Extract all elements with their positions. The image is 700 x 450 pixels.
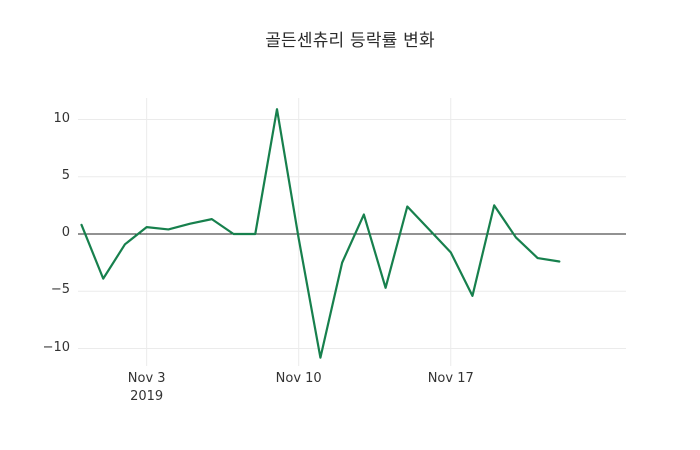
chart-title: 골든센츄리 등락률 변화: [265, 31, 435, 51]
series-polyline: [80, 108, 561, 359]
x-axis-tick-label: Nov 17: [391, 371, 511, 386]
x-axis-tick-year-label: 2019: [130, 389, 164, 404]
x-axis-tick-label-text: Nov 10: [275, 371, 322, 386]
y-axis-tick-label: −5: [50, 282, 70, 298]
y-axis-tick-label: −10: [42, 339, 70, 355]
data-series-line: [80, 108, 561, 359]
y-axis-tick-label: 5: [61, 167, 70, 183]
x-axis-tick-label: Nov 10: [239, 371, 359, 386]
x-axis-tick-label: Nov 3 2019: [87, 371, 207, 404]
grid-lines: [78, 98, 626, 366]
y-axis-tick-label: 0: [61, 225, 70, 240]
x-axis-tick-label-text: Nov 3: [127, 371, 166, 386]
x-axis-tick-label-text: Nov 17: [427, 371, 474, 386]
y-axis-tick-label: 10: [53, 110, 70, 126]
